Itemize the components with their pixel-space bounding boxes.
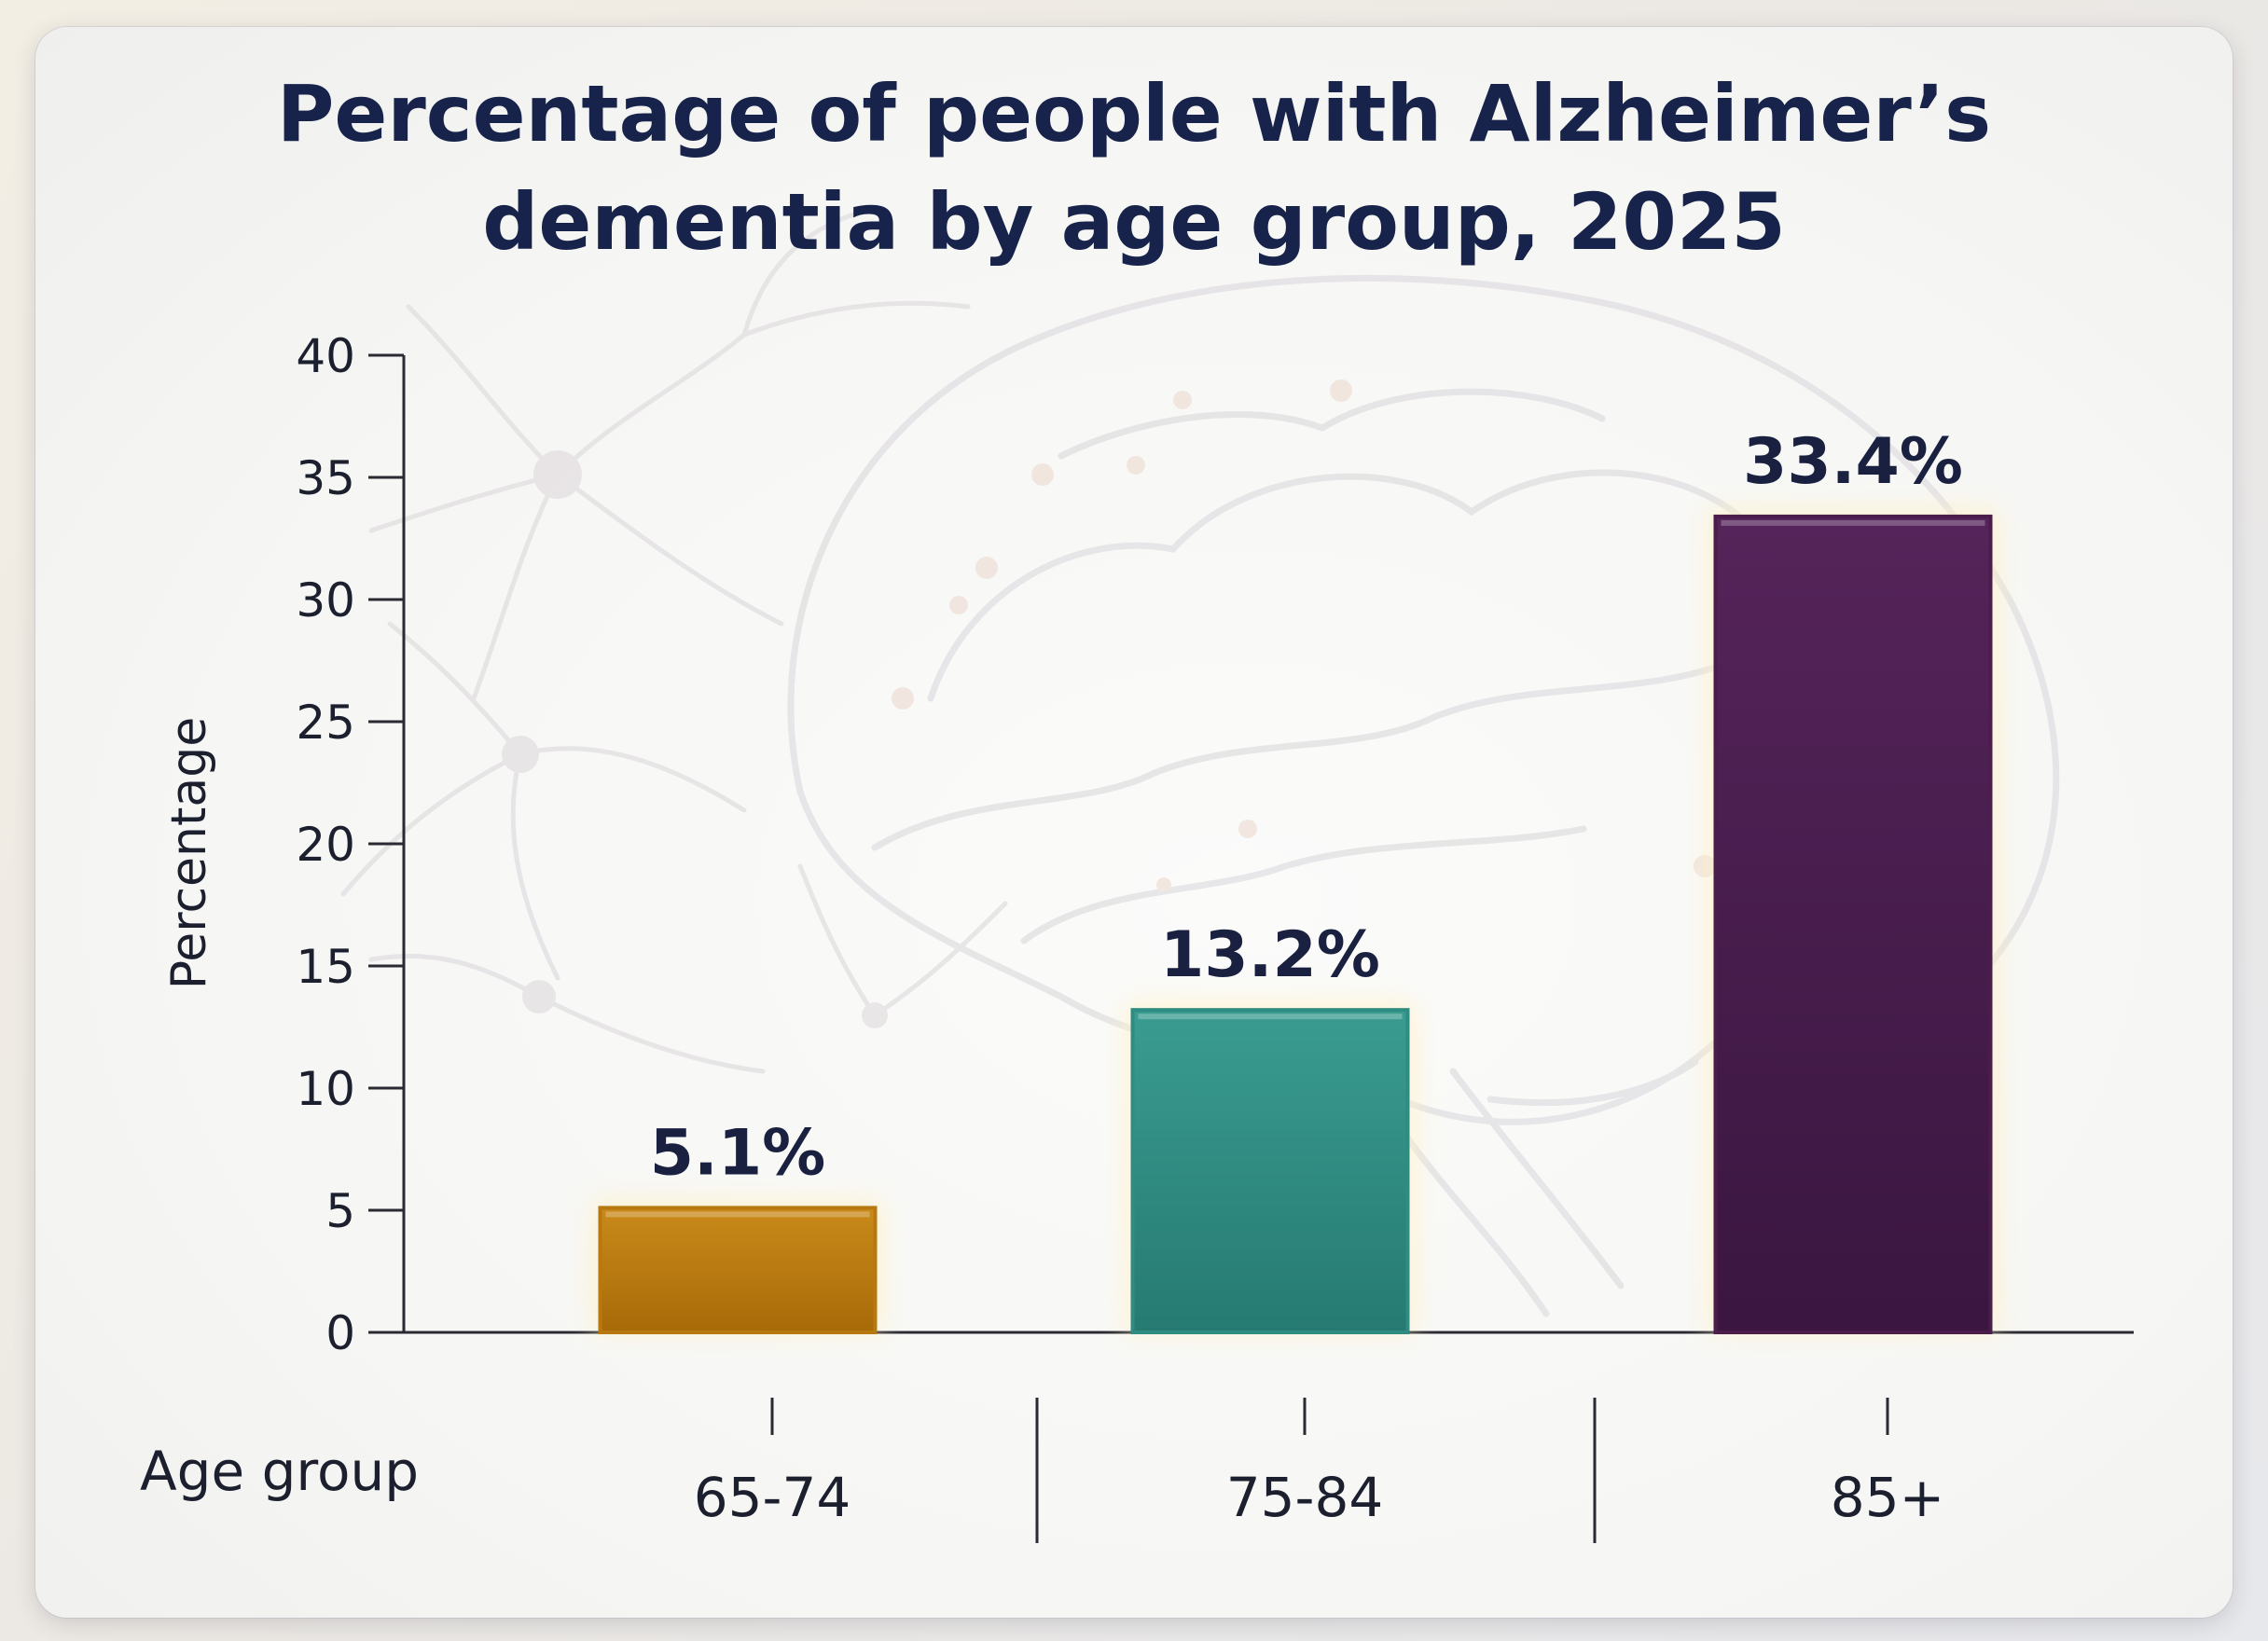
y-tick-label: 5 xyxy=(325,1184,355,1238)
y-tick-label: 20 xyxy=(296,818,355,872)
x-axis-title: Age group xyxy=(140,1440,419,1503)
bar-85+ xyxy=(1713,514,1993,1334)
neuron-cells xyxy=(502,450,888,1028)
value-label-65-74: 5.1% xyxy=(650,1116,826,1190)
x-category-label: 75-84 xyxy=(1226,1466,1384,1529)
chart-title: Percentage of people with Alzheimer’s de… xyxy=(277,68,1991,268)
chart-card: Percentage of people with Alzheimer’s de… xyxy=(35,27,2233,1618)
neuron-network xyxy=(340,211,1008,1074)
value-labels: 5.1% 13.2% 33.4% xyxy=(650,425,1963,1190)
y-axis-ticks: 0 5 10 15 20 25 30 35 40 xyxy=(296,329,404,1360)
bar-highlight xyxy=(1721,519,1985,526)
chart-title-line-1: Percentage of people with Alzheimer’s xyxy=(277,68,1991,159)
bars xyxy=(592,508,1998,1335)
bar-highlight xyxy=(1138,1014,1403,1020)
y-tick-label: 10 xyxy=(296,1062,355,1116)
y-tick-label: 40 xyxy=(296,329,355,383)
y-tick-label: 25 xyxy=(296,696,355,750)
bar-highlight xyxy=(605,1211,870,1218)
y-tick-label: 0 xyxy=(325,1306,355,1360)
value-label-85+: 33.4% xyxy=(1743,425,1963,499)
x-category-label: 65-74 xyxy=(694,1466,851,1529)
x-category-label: 85+ xyxy=(1831,1466,1944,1529)
y-tick-label: 15 xyxy=(296,940,355,994)
y-tick-label: 35 xyxy=(296,451,355,505)
bar-75-84 xyxy=(1130,1008,1410,1335)
chart-title-line-2: dementia by age group, 2025 xyxy=(482,176,1786,268)
value-label-75-84: 13.2% xyxy=(1160,918,1380,992)
bar-chart: Percentage of people with Alzheimer’s de… xyxy=(140,68,2134,1543)
y-tick-label: 30 xyxy=(296,573,355,627)
brain-nodes xyxy=(892,379,1716,892)
x-axis-ticks: 65-74 75-84 85+ xyxy=(694,1398,1944,1543)
y-axis-title: Percentage xyxy=(161,717,217,990)
bar-65-74 xyxy=(598,1206,878,1334)
